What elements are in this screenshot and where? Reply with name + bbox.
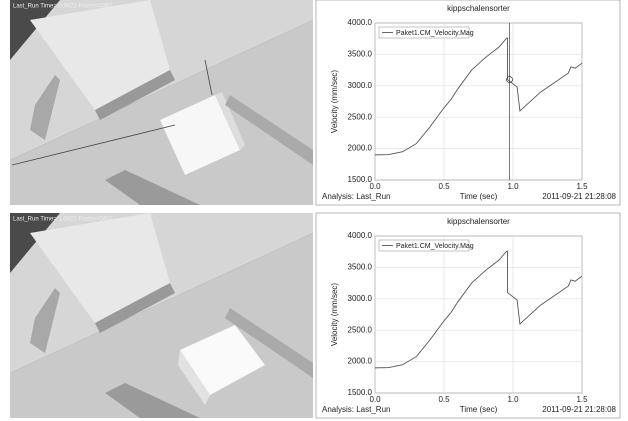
y-tick-label: 4000.0 xyxy=(348,231,373,240)
x-tick-label: 0.0 xyxy=(369,395,381,404)
y-axis-label: Velocity (mm/sec) xyxy=(330,70,339,133)
footer-right: 2011-09-21 21:28:08 xyxy=(542,192,616,201)
x-tick-label: 0.5 xyxy=(438,395,450,404)
y-tick-label: 3000.0 xyxy=(348,294,373,303)
screen: Last_Run Time= 0.9822 Frame=0381 Last_Ru… xyxy=(0,0,628,421)
viewport-3d: Last_Run Time= 1.0022 Frame=0402 xyxy=(10,213,313,418)
y-tick-label: 2500.0 xyxy=(348,112,373,121)
plot-area xyxy=(375,236,582,393)
x-tick-label: 1.5 xyxy=(576,395,588,404)
x-axis-label: Time (sec) xyxy=(460,405,498,414)
viewport-label: Last_Run Time= 1.0022 Frame=0402 xyxy=(13,217,113,223)
plot-area xyxy=(375,23,582,180)
y-tick-label: 2000.0 xyxy=(348,357,373,366)
y-tick-label: 3500.0 xyxy=(348,50,373,59)
footer-right: 2011-09-21 21:28:08 xyxy=(542,405,616,414)
viewport-3d: Last_Run Time= 0.9822 Frame=0381 xyxy=(10,0,313,205)
x-tick-label: 1.0 xyxy=(507,395,519,404)
y-tick-label: 3000.0 xyxy=(348,81,373,90)
x-tick-label: 0.0 xyxy=(369,182,381,191)
y-tick-label: 3500.0 xyxy=(348,263,373,272)
y-tick-label: 2500.0 xyxy=(348,325,373,334)
chart-title: kippschalensorter xyxy=(447,4,510,13)
legend-label: Paket1.CM_Velocity.Mag xyxy=(396,30,474,37)
chart-title: kippschalensorter xyxy=(447,217,510,226)
x-axis-label: Time (sec) xyxy=(460,192,498,201)
y-axis-label: Velocity (mm/sec) xyxy=(330,283,339,346)
viewport-label: Last_Run Time= 0.9822 Frame=0381 xyxy=(13,4,113,10)
x-tick-label: 0.5 xyxy=(438,182,450,191)
y-tick-label: 4000.0 xyxy=(348,18,373,27)
y-tick-label: 2000.0 xyxy=(348,144,373,153)
x-tick-label: 1.0 xyxy=(507,182,519,191)
footer-left: Analysis: Last_Run xyxy=(322,192,390,201)
footer-left: Analysis: Last_Run xyxy=(322,405,390,414)
legend-label: Paket1.CM_Velocity.Mag xyxy=(396,243,474,250)
x-tick-label: 1.5 xyxy=(576,182,588,191)
